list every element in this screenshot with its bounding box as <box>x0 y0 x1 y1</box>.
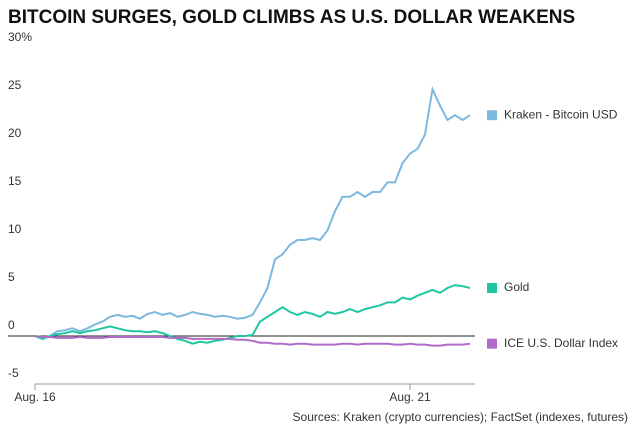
y-tick-label: 0 <box>8 318 15 332</box>
x-tick-label: Aug. 16 <box>14 390 56 404</box>
series-line <box>34 85 471 340</box>
legend-swatch <box>487 110 497 121</box>
legend-label: Kraken - Bitcoin USD <box>504 107 618 121</box>
source: Sources: Kraken (crypto currencies); Fac… <box>293 410 628 424</box>
series-line <box>34 284 471 345</box>
y-tick-label: 5 <box>8 270 15 284</box>
chart-title: BITCOIN SURGES, GOLD CLIMBS AS U.S. DOLL… <box>8 7 575 28</box>
y-tick-label: -5 <box>8 366 19 380</box>
legend-swatch <box>487 338 497 349</box>
legend-swatch <box>487 283 497 293</box>
legend-label: Gold <box>504 280 529 294</box>
y-tick-label: 30% <box>8 30 32 44</box>
y-tick-label: 15 <box>8 174 22 188</box>
y-tick-label: 25 <box>8 78 22 92</box>
x-tick-label: Aug. 21 <box>389 390 431 404</box>
legend-label: ICE U.S. Dollar Index <box>504 336 618 350</box>
y-tick-label: 10 <box>8 222 22 236</box>
y-tick-label: 20 <box>8 126 22 140</box>
series-line <box>34 335 471 347</box>
